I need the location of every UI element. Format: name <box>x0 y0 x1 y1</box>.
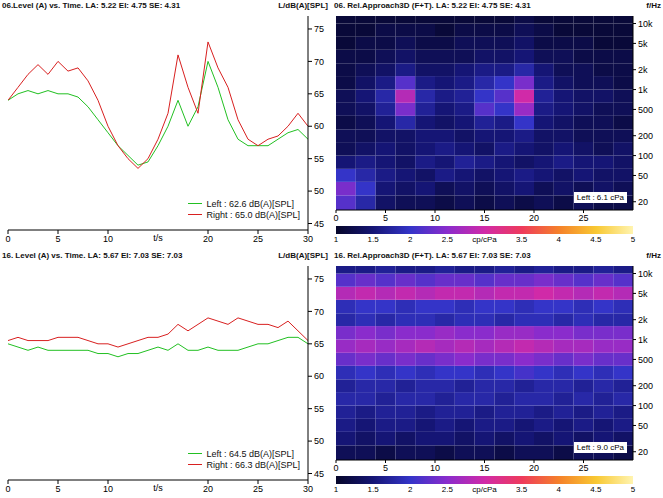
svg-text:25: 25 <box>578 213 588 223</box>
svg-text:500: 500 <box>638 105 653 115</box>
svg-text:70: 70 <box>314 307 324 317</box>
svg-text:25: 25 <box>578 463 588 473</box>
html-text:L/dB(A)[SPL]: L/dB(A)[SPL] <box>278 1 328 10</box>
html-text:L/dB(A)[SPL]: L/dB(A)[SPL] <box>278 251 328 260</box>
svg-text:0: 0 <box>5 484 10 494</box>
svg-text:5: 5 <box>383 463 388 473</box>
svg-text:100: 100 <box>638 151 653 161</box>
svg-text:5: 5 <box>55 234 60 244</box>
svg-text:55: 55 <box>314 404 324 414</box>
html-text:16. Rel.Approach3D (F+T). LA:: 16. Rel.Approach3D (F+T). LA: 5.67 EI: 7… <box>334 251 531 260</box>
html-text:4.5: 4.5 <box>590 485 602 494</box>
svg-text:70: 70 <box>314 57 324 67</box>
svg-text:500: 500 <box>638 355 653 365</box>
svg-text:5: 5 <box>383 213 388 223</box>
html-text:3.5: 3.5 <box>516 485 528 494</box>
svg-text:65: 65 <box>314 89 324 99</box>
html-text:Left : 6.1 cPa: Left : 6.1 cPa <box>576 193 624 202</box>
svg-text:20: 20 <box>638 447 648 457</box>
svg-text:15: 15 <box>479 463 489 473</box>
html-text:1: 1 <box>333 235 339 244</box>
svg-text:2k: 2k <box>638 65 648 75</box>
svg-text:30: 30 <box>303 234 313 244</box>
html-text:4: 4 <box>556 485 561 494</box>
html-text:cp/cPa: cp/cPa <box>472 485 497 494</box>
html-text:2.5: 2.5 <box>441 235 453 244</box>
html-text:Left : 62.6 dB(A)[SPL]: Left : 62.6 dB(A)[SPL] <box>206 198 294 209</box>
svg-text:100: 100 <box>638 401 653 411</box>
html-text:f/Hz: f/Hz <box>646 1 661 10</box>
svg-text:10k: 10k <box>638 269 653 279</box>
svg-text:10k: 10k <box>638 19 653 29</box>
svg-text:60: 60 <box>314 371 324 381</box>
html-text:2: 2 <box>408 485 413 494</box>
html-text:Right : 66.3 dB(A)[SPL]: Right : 66.3 dB(A)[SPL] <box>206 459 300 470</box>
svg-text:50: 50 <box>638 421 648 431</box>
svg-text:0: 0 <box>333 463 338 473</box>
svg-text:0: 0 <box>5 234 10 244</box>
svg-text:45: 45 <box>314 219 324 229</box>
svg-text:2k: 2k <box>638 315 648 325</box>
html-text:1.5: 1.5 <box>367 235 379 244</box>
html-text:3.5: 3.5 <box>516 235 528 244</box>
svg-text:20: 20 <box>203 484 213 494</box>
svg-text:60: 60 <box>314 121 324 131</box>
svg-text:15: 15 <box>479 213 489 223</box>
html-text:5: 5 <box>630 485 636 494</box>
svg-text:55: 55 <box>314 154 324 164</box>
svg-text:25: 25 <box>253 484 263 494</box>
svg-text:25: 25 <box>253 234 263 244</box>
svg-text:10: 10 <box>103 484 113 494</box>
svg-text:20: 20 <box>638 197 648 207</box>
svg-text:20: 20 <box>529 463 539 473</box>
html-text:Right : 65.0 dB(A)[SPL]: Right : 65.0 dB(A)[SPL] <box>206 209 300 220</box>
svg-text:1k: 1k <box>638 335 648 345</box>
svg-text:t/s: t/s <box>153 483 163 493</box>
svg-text:200: 200 <box>638 131 653 141</box>
html-text:06.Level (A) vs. Time. LA: 5.2: 06.Level (A) vs. Time. LA: 5.22 EI: 4.75… <box>2 1 181 10</box>
svg-text:50: 50 <box>314 436 324 446</box>
html-text:f/Hz: f/Hz <box>646 251 661 260</box>
svg-text:5k: 5k <box>638 289 648 299</box>
html-text:1: 1 <box>333 485 339 494</box>
svg-text:1k: 1k <box>638 85 648 95</box>
svg-text:75: 75 <box>314 24 324 34</box>
html-text:16. Level (A) vs. Time. LA: 5.: 16. Level (A) vs. Time. LA: 5.67 EI: 7.0… <box>2 251 183 260</box>
svg-text:75: 75 <box>314 274 324 284</box>
svg-text:t/s: t/s <box>153 233 163 243</box>
svg-text:200: 200 <box>638 381 653 391</box>
svg-text:45: 45 <box>314 469 324 479</box>
svg-text:5: 5 <box>55 484 60 494</box>
html-text:1.5: 1.5 <box>367 485 379 494</box>
svg-text:10: 10 <box>103 234 113 244</box>
svg-text:10: 10 <box>430 213 440 223</box>
html-text:4: 4 <box>556 235 561 244</box>
html-text:2.5: 2.5 <box>441 485 453 494</box>
svg-text:30: 30 <box>303 484 313 494</box>
html-text:06. Rel.Approach3D (F+T). LA:: 06. Rel.Approach3D (F+T). LA: 5.22 EI: 4… <box>334 1 531 10</box>
html-text:5: 5 <box>630 235 636 244</box>
svg-text:50: 50 <box>638 171 648 181</box>
html-text:4.5: 4.5 <box>590 235 602 244</box>
html-text:Left : 9.0 cPa: Left : 9.0 cPa <box>576 443 624 452</box>
html-text:cp/cPa: cp/cPa <box>472 235 497 244</box>
svg-text:20: 20 <box>203 234 213 244</box>
svg-text:5k: 5k <box>638 39 648 49</box>
svg-text:10: 10 <box>430 463 440 473</box>
svg-text:0: 0 <box>333 213 338 223</box>
svg-text:50: 50 <box>314 186 324 196</box>
svg-text:20: 20 <box>529 213 539 223</box>
html-text:Left : 64.5 dB(A)[SPL]: Left : 64.5 dB(A)[SPL] <box>206 448 294 459</box>
svg-text:65: 65 <box>314 339 324 349</box>
html-text:2: 2 <box>408 235 413 244</box>
